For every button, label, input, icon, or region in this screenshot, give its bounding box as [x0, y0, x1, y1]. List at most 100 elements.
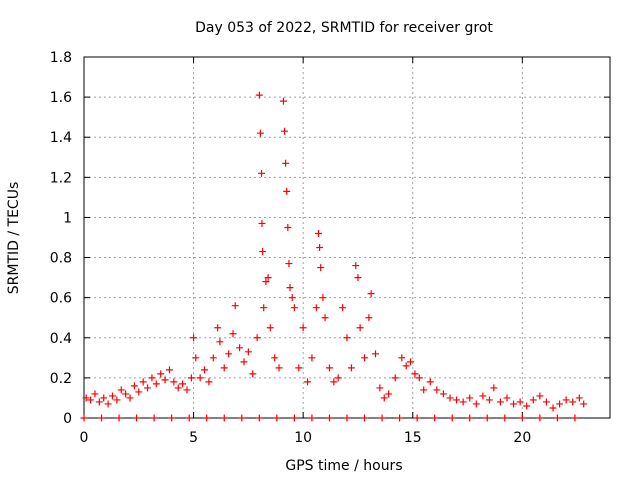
data-point: [542, 398, 550, 406]
baseline-point: [255, 414, 263, 422]
y-axis-label: SRMTID / TECUs: [6, 182, 22, 295]
y-tick-label: 1.2: [50, 170, 72, 186]
data-point: [260, 304, 268, 312]
data-point: [308, 354, 316, 362]
baseline-point: [378, 414, 386, 422]
data-point: [100, 394, 108, 402]
x-tick-label: 5: [189, 430, 198, 446]
data-point: [183, 386, 191, 394]
baseline-point: [413, 414, 421, 422]
data-point: [148, 374, 156, 382]
chart-title: Day 053 of 2022, SRMTID for receiver gro…: [195, 20, 493, 36]
data-point: [365, 314, 373, 322]
baseline-point: [168, 414, 176, 422]
data-point: [376, 384, 384, 392]
data-point: [144, 384, 152, 392]
data-point: [330, 378, 338, 386]
data-point: [284, 223, 292, 231]
y-tick-label: 1.4: [50, 130, 72, 146]
data-point: [264, 274, 272, 282]
data-point: [179, 380, 187, 388]
data-point: [466, 394, 474, 402]
data-point: [214, 324, 222, 332]
baseline-point: [185, 414, 193, 422]
y-tick-label: 1: [63, 210, 72, 226]
data-point: [315, 229, 323, 237]
data-point: [87, 396, 95, 404]
baseline-point: [98, 414, 106, 422]
y-tick-label: 1.8: [50, 50, 72, 66]
baseline-point: [431, 414, 439, 422]
data-point: [113, 396, 121, 404]
data-point: [575, 394, 583, 402]
baseline-point: [483, 414, 491, 422]
data-point: [271, 354, 279, 362]
baseline-point: [571, 414, 579, 422]
baseline-point: [466, 414, 474, 422]
data-point: [316, 244, 324, 252]
data-point: [201, 366, 209, 374]
baseline-point: [501, 414, 509, 422]
baseline-point: [150, 414, 158, 422]
data-point: [472, 400, 480, 408]
data-point: [569, 398, 577, 406]
data-point: [126, 394, 134, 402]
data-point: [266, 324, 274, 332]
data-point: [549, 404, 557, 412]
data-point: [117, 386, 125, 394]
baseline-point: [115, 414, 123, 422]
data-point: [205, 378, 213, 386]
y-tick-label: 0.8: [50, 251, 72, 267]
data-point: [249, 370, 257, 378]
x-tick-label: 20: [513, 430, 531, 446]
data-point: [95, 398, 103, 406]
data-point: [229, 330, 237, 338]
data-point: [354, 274, 362, 282]
data-point: [356, 324, 364, 332]
x-axis: 0 5 10 15 20: [80, 57, 531, 446]
data-point: [420, 386, 428, 394]
data-point: [361, 354, 369, 362]
data-point: [580, 400, 588, 408]
data-point: [262, 278, 270, 286]
data-point: [321, 314, 329, 322]
data-point: [190, 334, 198, 342]
data-point: [385, 390, 393, 398]
data-point: [529, 396, 537, 404]
data-point: [174, 384, 182, 392]
data-point: [562, 396, 570, 404]
data-point: [290, 304, 298, 312]
data-point: [288, 294, 296, 302]
data-point: [135, 388, 143, 396]
baseline-point: [80, 414, 88, 422]
data-point: [453, 396, 461, 404]
data-point: [317, 264, 325, 272]
baseline-point: [203, 414, 211, 422]
data-point: [91, 390, 99, 398]
y-tick-label: 0: [63, 411, 72, 427]
data-point: [122, 390, 130, 398]
data-point: [490, 384, 498, 392]
data-point: [139, 378, 147, 386]
baseline-point: [325, 414, 333, 422]
data-point: [459, 398, 467, 406]
data-point: [510, 400, 518, 408]
data-point: [192, 354, 200, 362]
data-point: [402, 362, 410, 370]
data-point: [161, 376, 169, 384]
data-point: [426, 378, 434, 386]
data-point: [343, 334, 351, 342]
x-tick-label: 0: [80, 430, 89, 446]
data-point: [299, 324, 307, 332]
data-point: [523, 402, 531, 410]
data-point: [295, 364, 303, 372]
data-point: [187, 374, 195, 382]
data-point: [130, 382, 138, 390]
data-point: [255, 91, 263, 99]
data-point: [367, 290, 375, 298]
baseline-point: [220, 414, 228, 422]
y-tick-label: 0.4: [50, 331, 72, 347]
data-point: [334, 374, 342, 382]
y-axis: 0 0.2 0.4 0.6 0.8 1 1.2 1.4 1.6 1.8: [50, 50, 610, 427]
